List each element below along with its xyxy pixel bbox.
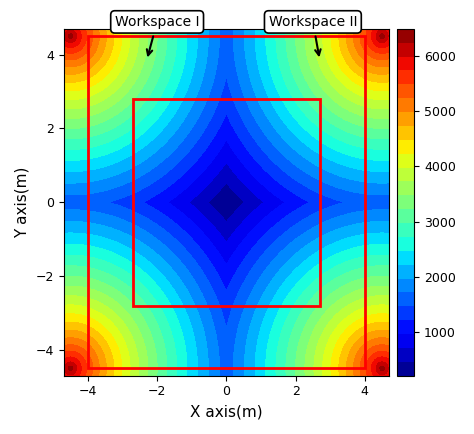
X-axis label: X axis(m): X axis(m)	[190, 404, 263, 419]
Bar	[133, 99, 320, 306]
Y-axis label: Y axis(m): Y axis(m)	[15, 167, 30, 238]
Bar	[88, 36, 365, 368]
Text: Workspace I: Workspace I	[115, 15, 200, 55]
Text: Workspace II: Workspace II	[269, 15, 357, 55]
